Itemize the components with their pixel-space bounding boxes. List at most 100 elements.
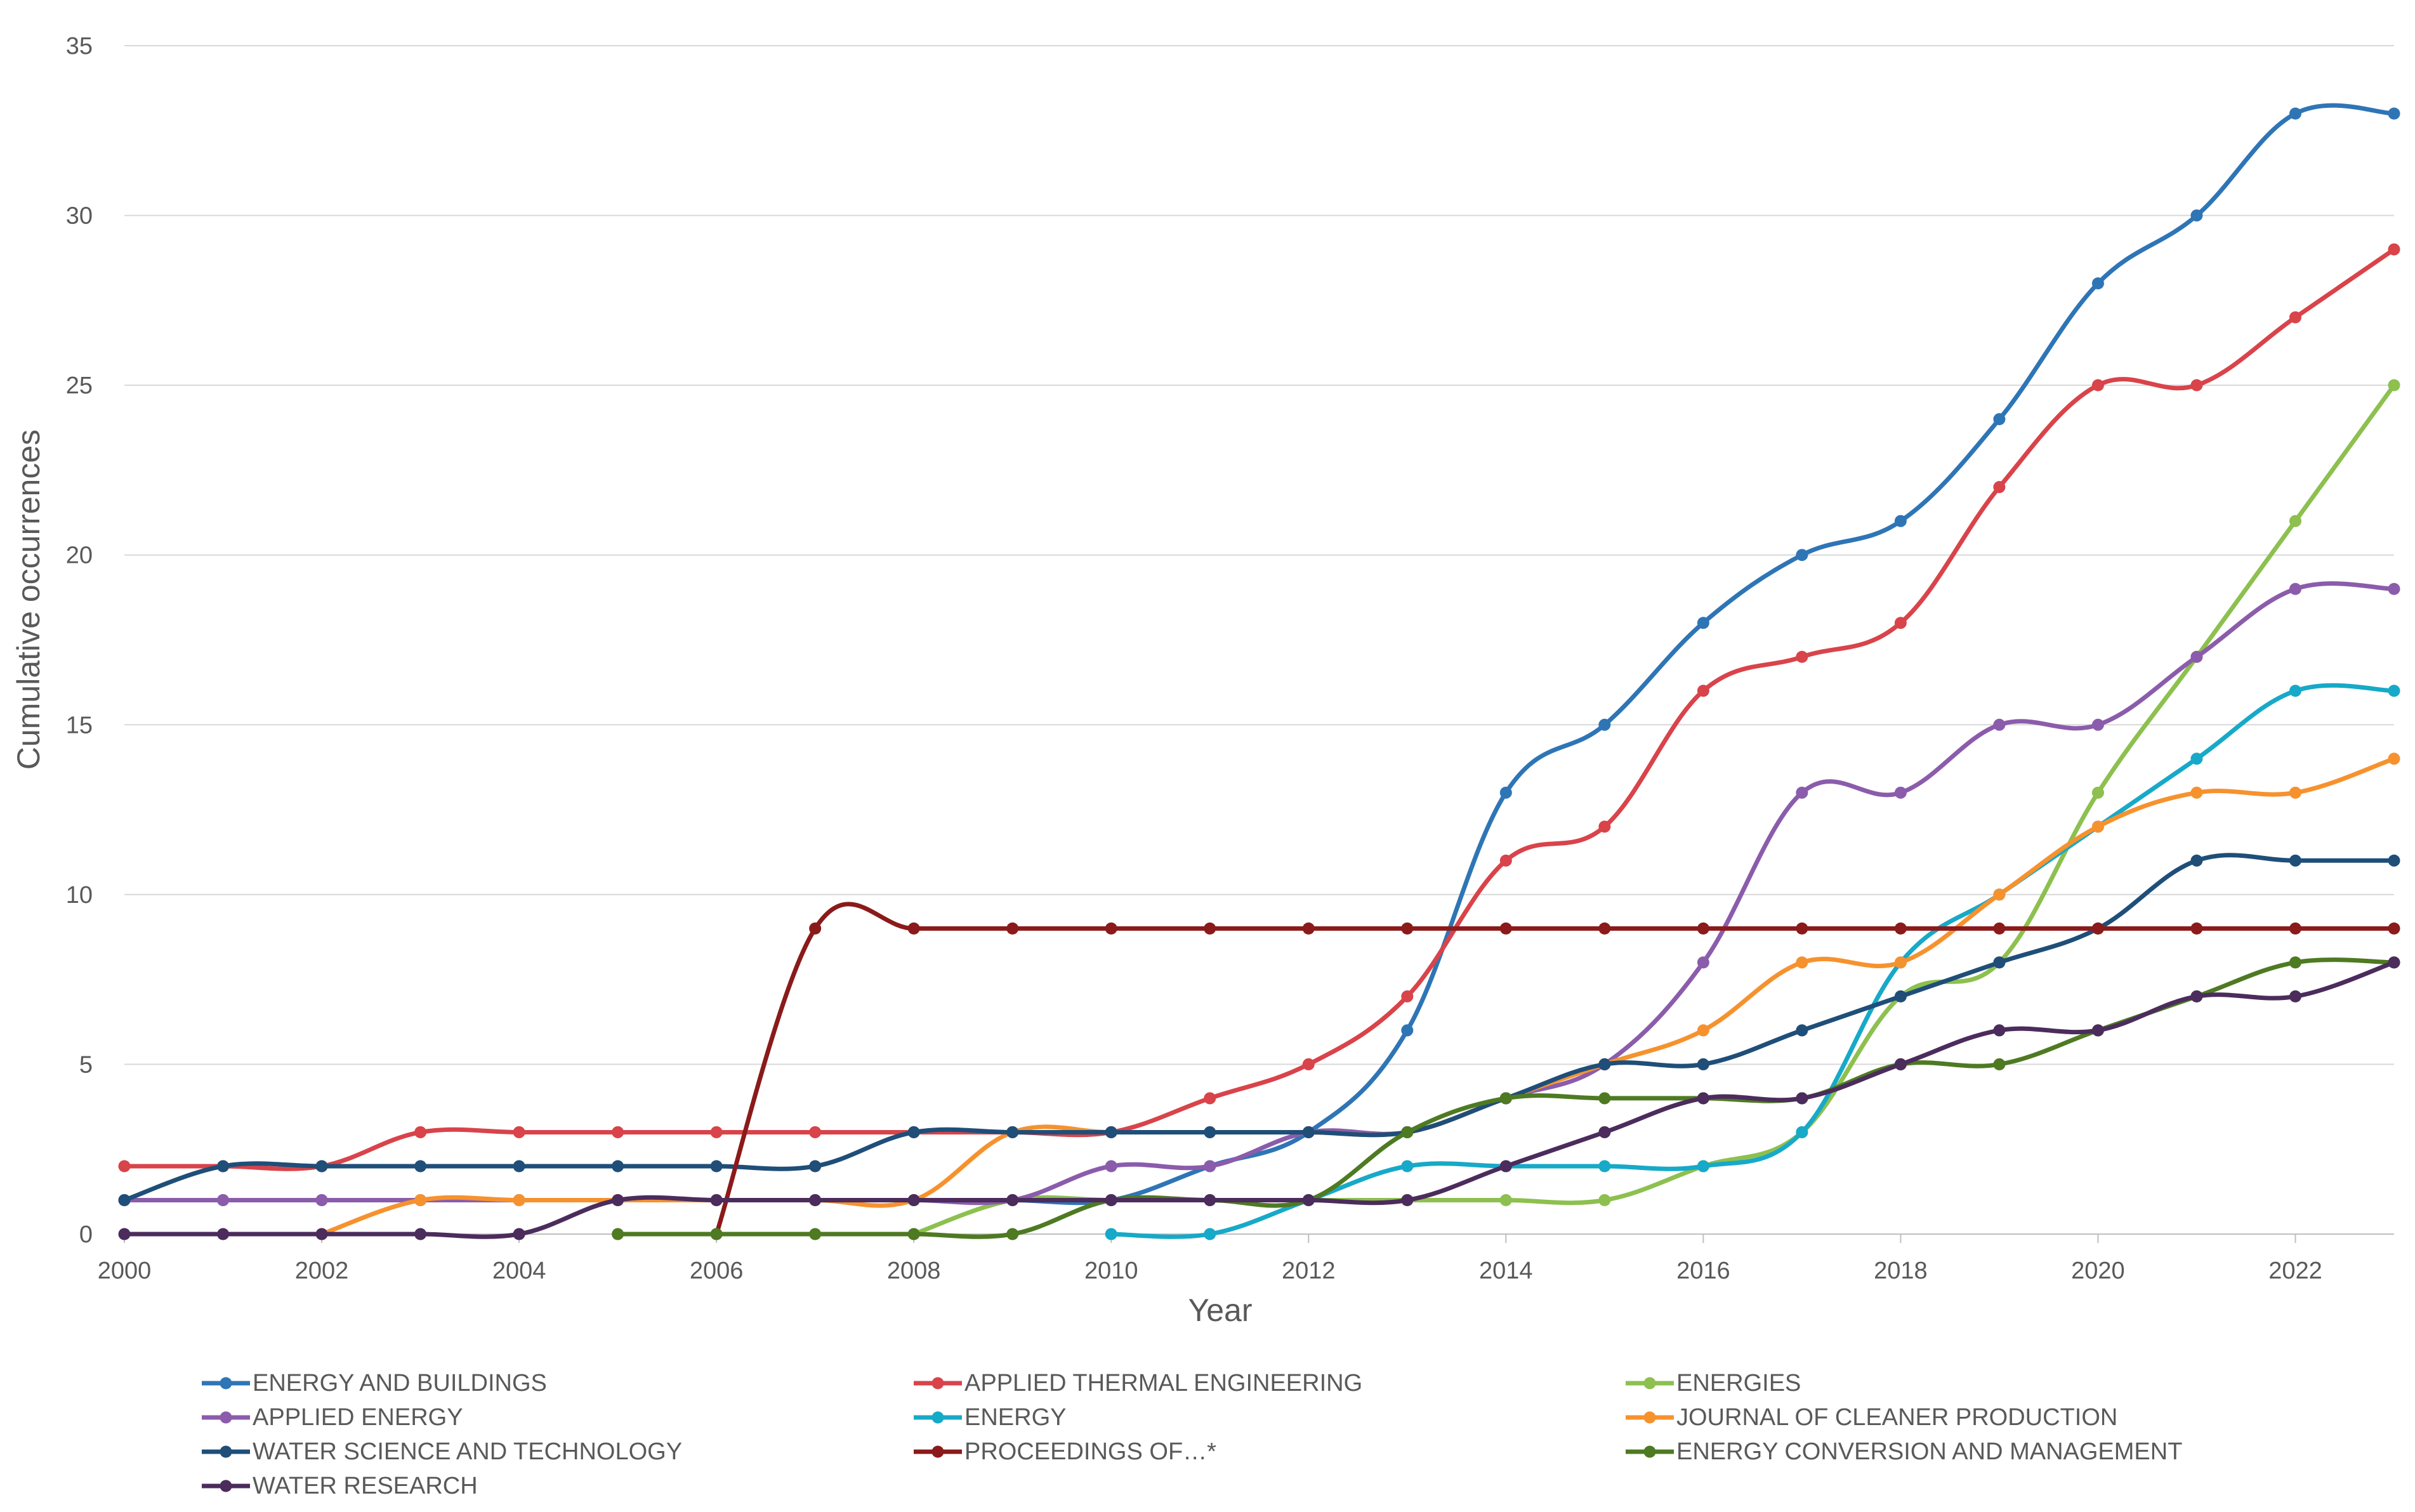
data-point [1499,922,1512,935]
data-point [1796,549,1808,562]
y-tick-label: 0 [79,1221,93,1248]
data-point [315,1228,328,1240]
data-point [1894,786,1907,799]
data-point [414,1126,427,1138]
data-point [315,1193,328,1206]
data-point [1894,990,1907,1003]
data-point [118,1193,131,1206]
data-point [907,1228,920,1240]
data-point [1006,1193,1019,1206]
legend-swatch-marker [220,1377,232,1390]
data-point [1204,1160,1216,1173]
data-point [1796,956,1808,969]
legend-label: ENERGY AND BUILDINGS [253,1370,547,1397]
data-point [1697,685,1709,697]
data-point [2388,582,2400,595]
data-point [1697,1058,1709,1070]
data-point [1401,990,1414,1003]
data-point [513,1126,525,1138]
data-point [2388,379,2400,391]
data-point [1993,1024,2006,1037]
data-point [1598,718,1611,731]
data-point [2091,922,2104,935]
data-point [1302,922,1315,935]
x-tick-label: 2000 [98,1258,152,1284]
data-point [1598,820,1611,833]
data-point [1697,1024,1709,1037]
data-point [2388,854,2400,867]
series-line [1109,683,2397,1239]
data-point [710,1193,723,1206]
data-point [118,1160,131,1173]
data-point [1302,1193,1315,1206]
data-point [1006,922,1019,935]
x-tick-label: 2020 [2071,1258,2125,1284]
data-point [414,1193,427,1206]
legend-label: WATER RESEARCH [253,1473,478,1499]
data-point [1894,515,1907,527]
data-point [2190,209,2203,222]
series-9 [118,956,2400,1240]
data-point [1697,956,1709,969]
data-point [612,1126,624,1138]
data-point [1894,617,1907,629]
data-point [2289,854,2301,867]
data-point [2190,990,2203,1003]
legend-swatch-marker [220,1445,232,1458]
data-point [2289,582,2301,595]
legend-swatch-marker [931,1411,944,1424]
data-point [1697,1160,1709,1173]
data-point [1993,1058,2006,1070]
data-point [1894,922,1907,935]
legend-item: PROCEEDINGS OF…* [914,1438,1216,1465]
data-point [2388,922,2400,935]
data-point [1796,650,1808,663]
legend-item: WATER RESEARCH [202,1473,478,1499]
data-point [1697,617,1709,629]
legend-swatch-marker [931,1377,944,1390]
data-point [1796,1126,1808,1138]
data-point [2091,277,2104,290]
data-point [1598,1193,1611,1206]
legend-label: PROCEEDINGS OF…* [964,1438,1216,1465]
legend-item: ENERGY CONVERSION AND MANAGEMENT [1626,1438,2182,1465]
data-point [217,1228,230,1240]
data-point [809,1228,822,1240]
data-point [2289,956,2301,969]
data-point [710,1228,723,1240]
legend-item: ENERGY [914,1404,1066,1431]
data-point [907,922,920,935]
data-point [2289,922,2301,935]
data-point [1302,1126,1315,1138]
data-point [1993,922,2006,935]
data-point [2190,922,2203,935]
legend-swatch-marker [220,1411,232,1424]
data-point [1894,956,1907,969]
y-tick-label: 10 [66,882,93,909]
data-point [2190,379,2203,391]
legend-swatch-marker [220,1480,232,1492]
data-point [2091,820,2104,833]
legend-item: APPLIED THERMAL ENGINEERING [914,1370,1362,1397]
axes: 0 5 10 15 20 25 30 35 2000 2002 2004 2006 2008 2010 20… [66,33,2394,1284]
legend-label: APPLIED THERMAL ENGINEERING [964,1370,1362,1397]
data-point [1598,1126,1611,1138]
data-point [2091,379,2104,391]
data-point [612,1228,624,1240]
data-point [1894,1058,1907,1070]
data-point [1401,1160,1414,1173]
data-point [907,1193,920,1206]
y-tick-label: 20 [66,542,93,569]
data-point [1499,1092,1512,1105]
data-point [217,1160,230,1173]
data-point [1105,1193,1117,1206]
data-point [1105,1160,1117,1173]
series-line [122,103,2397,1206]
series-line [122,853,2397,1202]
data-point [1204,1126,1216,1138]
data-point [1796,1024,1808,1037]
data-point [2289,685,2301,697]
gridlines [124,45,2394,1065]
x-tick-label: 2006 [690,1258,744,1284]
legend-item: ENERGIES [1626,1370,1801,1397]
